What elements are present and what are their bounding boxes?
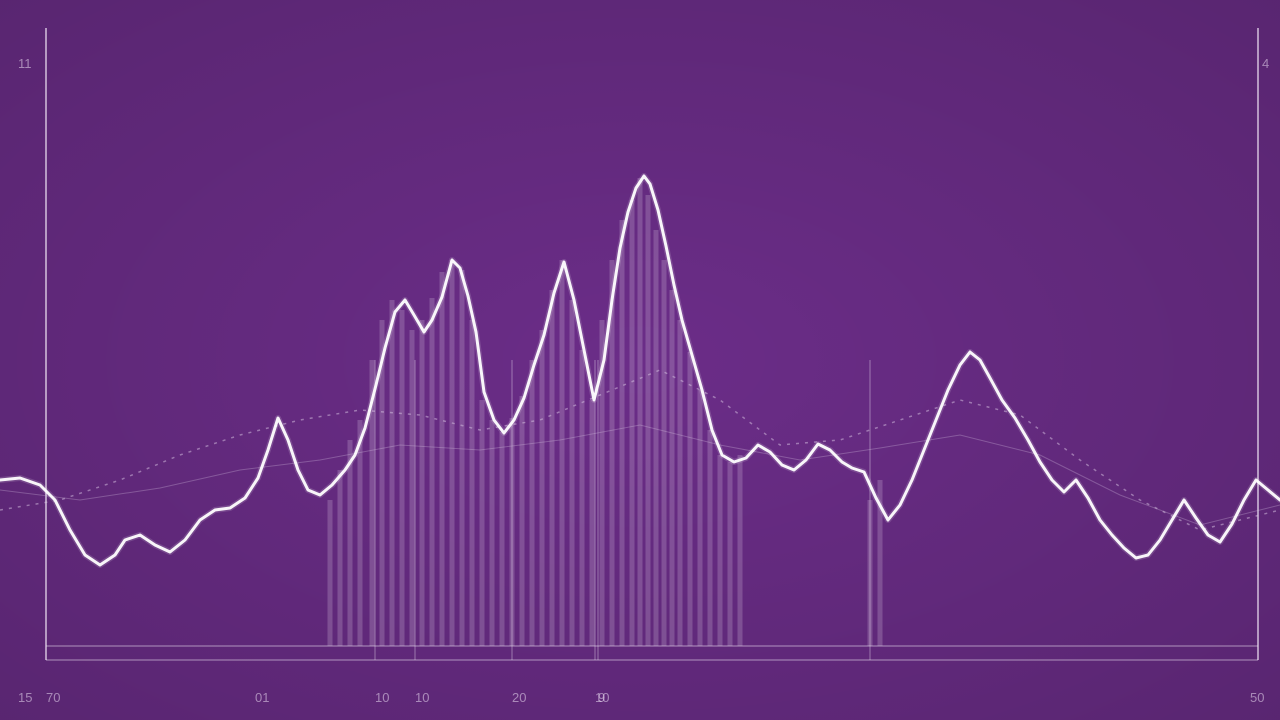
- volume-bar: [728, 462, 733, 646]
- axis-tick-label: 10: [415, 690, 429, 705]
- volume-bar: [630, 200, 635, 646]
- volume-bar: [400, 310, 405, 646]
- price-chart: 15114700110102010950: [0, 0, 1280, 720]
- volume-bar: [646, 195, 651, 646]
- volume-bar: [570, 300, 575, 646]
- chart-canvas: 15114700110102010950: [0, 0, 1280, 720]
- volume-bar: [738, 455, 743, 646]
- volume-bar: [390, 300, 395, 646]
- volume-bar: [530, 360, 535, 646]
- volume-bar: [430, 298, 435, 646]
- volume-bar: [328, 500, 333, 646]
- volume-bar: [470, 320, 475, 646]
- axis-tick-label: 70: [46, 690, 60, 705]
- axis-tick-label: 9: [598, 690, 605, 705]
- volume-bar: [662, 260, 667, 646]
- volume-bar: [540, 330, 545, 646]
- volume-bar: [638, 178, 643, 646]
- volume-bar: [590, 400, 595, 646]
- volume-bar: [670, 290, 675, 646]
- volume-bar: [688, 352, 693, 646]
- volume-bar: [560, 260, 565, 646]
- axis-tick-label: 4: [1262, 56, 1269, 71]
- volume-bar: [654, 230, 659, 646]
- volume-bar: [490, 420, 495, 646]
- volume-bar: [450, 260, 455, 646]
- volume-bar: [520, 396, 525, 646]
- axis-tick-label: 50: [1250, 690, 1264, 705]
- volume-bar: [678, 320, 683, 646]
- volume-bar: [510, 418, 515, 646]
- volume-bar: [708, 430, 713, 646]
- axis-tick-label: 01: [255, 690, 269, 705]
- volume-bar: [718, 455, 723, 646]
- volume-bar: [480, 400, 485, 646]
- volume-bar: [460, 270, 465, 646]
- axis-tick-label: 10: [375, 690, 389, 705]
- volume-bar: [410, 330, 415, 646]
- volume-bar: [698, 390, 703, 646]
- volume-bar: [550, 290, 555, 646]
- volume-bar: [440, 272, 445, 646]
- volume-bar: [338, 470, 343, 646]
- volume-bar: [348, 440, 353, 646]
- volume-bar: [420, 320, 425, 646]
- axis-tick-label: 15: [18, 690, 32, 705]
- volume-bar: [620, 220, 625, 646]
- volume-bar: [500, 432, 505, 646]
- volume-bar: [580, 350, 585, 646]
- volume-bar: [868, 500, 873, 646]
- axis-tick-label: 11: [18, 56, 32, 71]
- axis-tick-label: 20: [512, 690, 526, 705]
